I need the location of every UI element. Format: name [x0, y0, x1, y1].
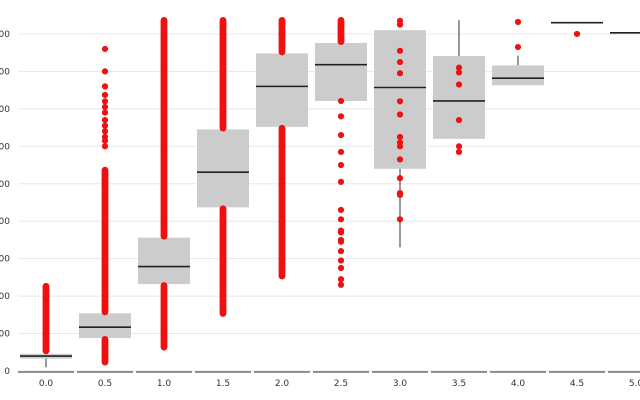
- outlier-point: [101, 122, 109, 129]
- outlier-range: [219, 205, 227, 317]
- outlier-point: [101, 143, 109, 150]
- outlier-point: [101, 91, 109, 99]
- box-iqr: [79, 313, 131, 339]
- outlier-point: [337, 281, 345, 288]
- outlier-point: [101, 116, 109, 124]
- x-tick-label: 4.0: [511, 379, 526, 389]
- outlier-point: [278, 271, 286, 278]
- outlier-point: [514, 18, 522, 26]
- outlier-point: [455, 143, 463, 150]
- y-tick-label: 800: [0, 67, 10, 77]
- x-tick-label: 2.5: [334, 379, 348, 389]
- box-iqr: [315, 42, 367, 101]
- outlier-point: [337, 276, 345, 283]
- outlier-point: [396, 111, 404, 118]
- box-iqr: [197, 129, 249, 208]
- outlier-point: [337, 161, 345, 169]
- y-tick-label: 500: [0, 180, 10, 190]
- y-tick-label: 100: [0, 330, 10, 340]
- x-tick-label: 1.5: [216, 379, 230, 389]
- outlier-point: [455, 81, 463, 88]
- outlier-range: [160, 282, 168, 351]
- y-tick-labels: 0 100 200 300 400 500 600 700 800 900 1000: [0, 0, 10, 377]
- x-tick-labels: 0.0 0.5 1.0 1.5 2.0 2.5 3.0 3.5 4.0 4.5 5.0: [39, 379, 640, 389]
- outlier-points: [42, 16, 581, 366]
- y-tick-label: 0: [4, 367, 10, 377]
- outlier-range: [160, 16, 168, 240]
- outlier-point: [337, 131, 345, 139]
- box-iqr: [138, 237, 190, 285]
- outlier-range: [42, 282, 50, 355]
- outlier-point: [396, 190, 404, 197]
- x-tick-label: 0.0: [39, 379, 54, 389]
- outlier-point: [455, 64, 463, 71]
- outlier-point: [455, 148, 463, 156]
- boxes: [20, 20, 640, 368]
- outlier-point: [101, 83, 109, 90]
- outlier-point: [396, 98, 404, 105]
- outlier-point: [396, 216, 404, 223]
- y-tick-label: 600: [0, 142, 10, 152]
- outlier-point: [396, 156, 404, 163]
- outlier-point: [396, 139, 404, 146]
- outlier-point: [337, 178, 345, 185]
- outlier-point: [101, 98, 109, 105]
- outlier-range: [278, 16, 286, 56]
- outlier-range: [219, 16, 227, 132]
- outlier-range: [278, 124, 286, 280]
- y-tick-label: 700: [0, 105, 10, 115]
- outlier-point: [337, 248, 345, 255]
- y-tick-label: 900: [0, 30, 10, 40]
- outlier-point: [337, 236, 345, 244]
- outlier-point: [337, 206, 345, 214]
- outlier-point: [396, 133, 404, 141]
- x-tick-label: 3.5: [452, 379, 466, 389]
- outlier-range: [101, 166, 109, 316]
- outlier-point: [101, 109, 109, 116]
- outlier-point: [337, 216, 345, 223]
- outlier-point: [101, 45, 109, 53]
- outlier-range: [337, 16, 345, 45]
- y-tick-label: 400: [0, 217, 10, 227]
- outlier-point: [396, 17, 404, 24]
- outlier-point: [396, 175, 404, 182]
- outlier-point: [101, 68, 109, 75]
- outlier-point: [337, 148, 345, 156]
- x-tick-label: 0.5: [98, 379, 112, 389]
- outlier-point: [396, 47, 404, 54]
- outlier-range: [101, 336, 109, 366]
- outlier-point: [573, 30, 581, 38]
- outlier-point: [396, 58, 404, 66]
- outlier-point: [337, 97, 345, 105]
- outlier-point: [337, 257, 345, 264]
- outlier-point: [455, 69, 463, 76]
- outlier-point: [337, 264, 345, 272]
- outlier-point: [101, 128, 109, 135]
- outlier-point: [101, 103, 109, 111]
- outlier-point: [101, 133, 109, 141]
- x-tick-label: 5.0: [629, 379, 640, 389]
- outlier-point: [455, 116, 463, 124]
- box-iqr: [256, 53, 308, 127]
- x-tick-label: 2.0: [275, 379, 290, 389]
- x-tick-label: 3.0: [393, 379, 408, 389]
- y-tick-label: 200: [0, 292, 10, 302]
- x-tick-label: 1.0: [157, 379, 172, 389]
- outlier-point: [337, 227, 345, 234]
- y-tick-label: 300: [0, 255, 10, 265]
- box-iqr: [492, 65, 544, 86]
- outlier-point: [337, 113, 345, 120]
- outlier-point: [396, 70, 404, 77]
- y-tick-label: 1000: [0, 0, 10, 3]
- outlier-point: [514, 43, 522, 51]
- x-tick-label: 4.5: [570, 379, 584, 389]
